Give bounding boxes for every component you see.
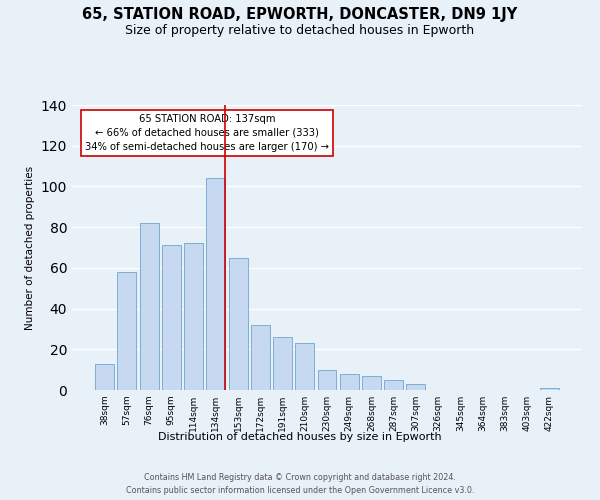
Bar (340, 374, 359, 390)
Bar (184, 244, 203, 390)
Text: 65 STATION ROAD: 137sqm
← 66% of detached houses are smaller (333)
34% of semi-d: 65 STATION ROAD: 137sqm ← 66% of detache… (85, 114, 329, 152)
Bar (251, 325, 270, 390)
Text: Size of property relative to detached houses in Epworth: Size of property relative to detached ho… (125, 24, 475, 37)
Bar (540, 388, 559, 390)
Bar (206, 178, 225, 390)
Bar (362, 376, 381, 390)
Bar (229, 258, 248, 390)
Bar (140, 223, 158, 390)
Bar (273, 337, 292, 390)
Bar (384, 380, 403, 390)
Text: Contains HM Land Registry data © Crown copyright and database right 2024.
Contai: Contains HM Land Registry data © Crown c… (126, 474, 474, 495)
Bar (317, 370, 337, 390)
Bar (95, 364, 114, 390)
Text: Distribution of detached houses by size in Epworth: Distribution of detached houses by size … (158, 432, 442, 442)
Bar (118, 272, 136, 390)
Bar (162, 246, 181, 390)
Bar (406, 384, 425, 390)
Text: 65, STATION ROAD, EPWORTH, DONCASTER, DN9 1JY: 65, STATION ROAD, EPWORTH, DONCASTER, DN… (82, 8, 518, 22)
Y-axis label: Number of detached properties: Number of detached properties (25, 166, 35, 330)
Bar (295, 343, 314, 390)
